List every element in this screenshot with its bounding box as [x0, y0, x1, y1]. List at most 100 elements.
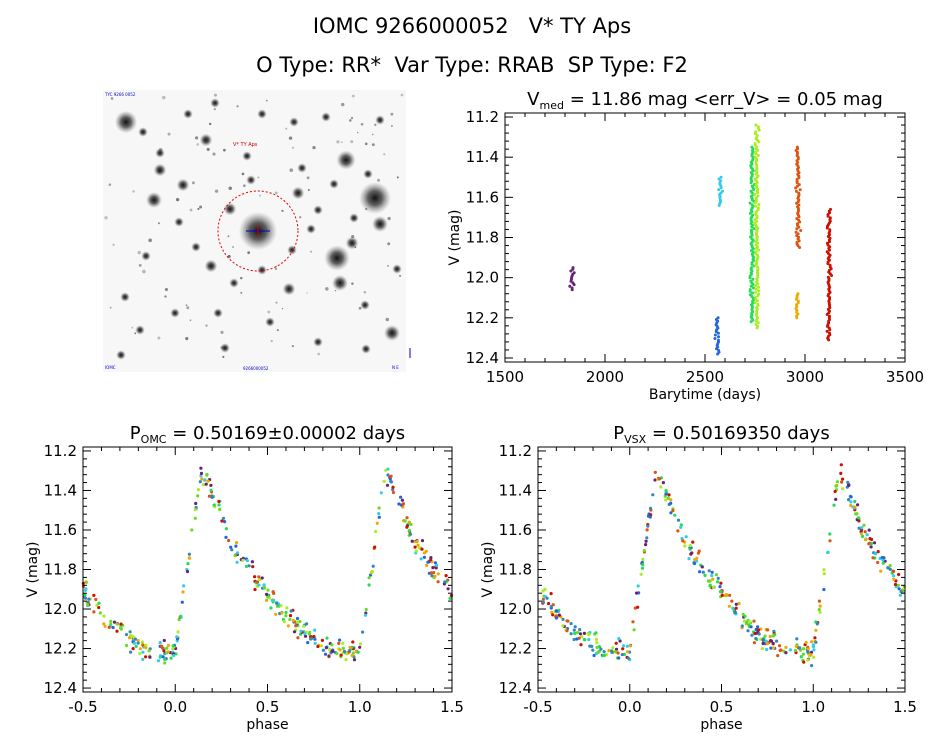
x-tick-label: 0.5: [710, 698, 734, 716]
data-point: [217, 503, 221, 507]
data-point: [433, 574, 437, 579]
data-point: [551, 613, 555, 617]
data-point: [717, 335, 720, 339]
data-point: [244, 564, 249, 569]
data-point: [358, 642, 363, 646]
data-point: [198, 480, 202, 484]
data-point: [186, 562, 190, 566]
data-point: [827, 338, 831, 342]
data-point: [147, 649, 151, 653]
data-point: [187, 552, 191, 556]
data-point: [196, 494, 200, 498]
data-point: [367, 583, 371, 587]
data-point: [324, 646, 328, 650]
data-point: [572, 283, 576, 287]
data-point: [193, 508, 197, 512]
data-point: [199, 471, 204, 475]
data-point: [163, 657, 167, 662]
data-point: [817, 599, 822, 603]
data-point: [587, 637, 591, 642]
data-point: [822, 568, 826, 572]
data-point: [557, 608, 561, 613]
data-point: [879, 569, 883, 573]
data-point: [633, 606, 637, 610]
data-point: [716, 331, 720, 335]
data-point: [107, 625, 111, 630]
data-point: [280, 611, 284, 615]
y-tick-label: 11.2: [466, 108, 499, 126]
data-point: [811, 645, 816, 649]
data-point: [718, 590, 723, 594]
data-points: [568, 123, 834, 356]
data-point: [352, 658, 357, 662]
data-point: [748, 211, 752, 215]
data-point: [834, 497, 838, 501]
data-point: [846, 480, 850, 484]
data-point: [299, 629, 303, 633]
data-point: [669, 498, 673, 502]
data-point: [279, 604, 283, 608]
y-tick-label: 12.0: [499, 600, 532, 618]
data-point: [756, 625, 760, 629]
y-axis-label: V (mag): [480, 541, 496, 597]
data-point: [737, 601, 741, 606]
x-tick-label: 1.0: [348, 698, 372, 716]
data-point: [867, 542, 871, 546]
data-point: [209, 488, 213, 492]
data-point: [363, 613, 368, 617]
data-point: [391, 485, 395, 489]
data-point: [291, 618, 295, 623]
data-point: [645, 528, 649, 532]
data-point: [294, 624, 298, 628]
data-point: [620, 653, 624, 657]
data-point: [384, 468, 388, 472]
data-point: [358, 645, 362, 649]
data-point: [683, 544, 687, 548]
data-point: [141, 650, 145, 654]
data-point: [772, 646, 776, 650]
data-point: [386, 473, 390, 477]
data-point: [886, 566, 890, 570]
data-point: [710, 574, 714, 578]
data-point: [569, 269, 573, 273]
data-point: [422, 551, 427, 555]
data-point: [592, 653, 596, 658]
data-point: [681, 539, 685, 543]
data-point: [707, 579, 711, 583]
data-point: [148, 655, 152, 659]
x-axis-label: Barytime (days): [649, 387, 761, 403]
data-point: [776, 654, 780, 658]
data-point: [707, 569, 711, 573]
data-point: [102, 622, 106, 626]
data-point: [754, 152, 758, 156]
data-point: [209, 483, 213, 487]
data-point: [715, 347, 718, 351]
data-point: [853, 499, 857, 504]
data-point: [345, 652, 349, 656]
data-point: [753, 301, 757, 304]
data-point: [591, 648, 595, 652]
data-point: [892, 574, 896, 578]
data-point: [136, 641, 140, 645]
data-point: [295, 620, 299, 624]
data-point: [639, 572, 643, 576]
data-point: [835, 480, 840, 484]
data-point: [646, 524, 650, 528]
y-tick-label: 11.6: [499, 521, 532, 539]
data-point: [888, 564, 892, 568]
data-point: [893, 582, 898, 587]
data-point: [419, 557, 423, 561]
data-point: [826, 551, 830, 555]
y-tick-label: 11.8: [44, 561, 77, 579]
data-point: [218, 507, 222, 511]
data-point: [257, 575, 261, 579]
data-point: [752, 641, 757, 645]
data-point: [180, 600, 184, 604]
data-point: [730, 599, 734, 603]
data-point: [822, 572, 826, 576]
data-point: [275, 601, 279, 605]
data-point: [756, 321, 760, 325]
data-point: [718, 585, 722, 589]
data-point: [417, 546, 421, 550]
